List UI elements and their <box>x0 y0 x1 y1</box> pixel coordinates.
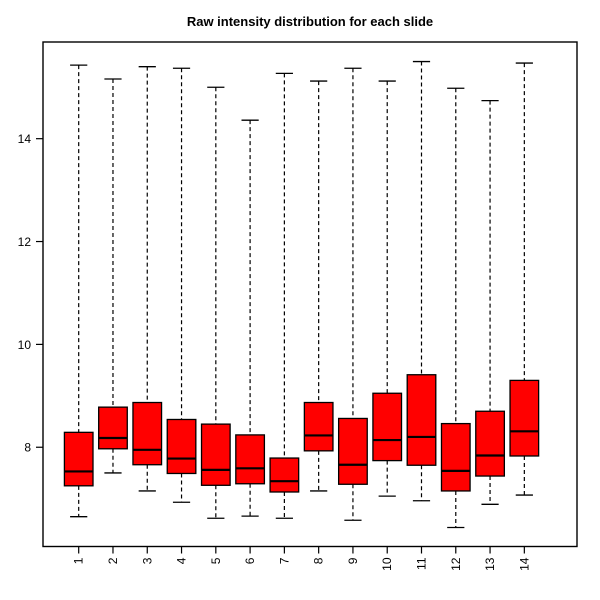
y-axis-tick-label: 8 <box>24 441 31 455</box>
x-axis-tick-label: 7 <box>277 557 291 564</box>
iqr-box <box>475 410 506 477</box>
x-axis-tick-label: 6 <box>243 557 257 564</box>
iqr-box <box>406 374 437 466</box>
iqr-box <box>98 406 128 450</box>
x-axis-tick-label: 12 <box>449 557 463 571</box>
iqr-box <box>372 392 403 462</box>
iqr-box <box>440 422 471 492</box>
x-axis-tick-label: 5 <box>209 557 223 564</box>
x-axis-tick-label: 4 <box>175 557 189 564</box>
iqr-box <box>235 434 266 485</box>
iqr-box <box>166 418 197 475</box>
x-axis-tick-label: 2 <box>106 557 120 564</box>
plot-frame <box>42 41 578 548</box>
y-axis-tick-label: 12 <box>18 235 32 249</box>
iqr-box <box>200 423 231 486</box>
x-axis-tick-label: 8 <box>312 557 326 564</box>
x-axis-tick-label: 11 <box>415 557 429 570</box>
iqr-box <box>132 401 163 466</box>
y-axis-tick-label: 14 <box>18 132 32 146</box>
x-axis-tick-label: 14 <box>517 557 531 571</box>
iqr-box <box>63 431 94 487</box>
chart-title: Raw intensity distribution for each slid… <box>186 14 434 29</box>
x-axis-tick-label: 10 <box>380 557 394 571</box>
x-axis-tick-label: 3 <box>140 557 154 564</box>
x-axis-tick-label: 1 <box>72 557 86 564</box>
x-axis-tick-label: 13 <box>483 557 497 571</box>
iqr-box <box>337 417 368 485</box>
iqr-box <box>303 401 334 452</box>
iqr-box <box>269 457 300 493</box>
y-axis-tick-label: 10 <box>18 338 32 352</box>
iqr-box <box>509 379 540 457</box>
x-axis-tick-label: 9 <box>346 557 360 564</box>
